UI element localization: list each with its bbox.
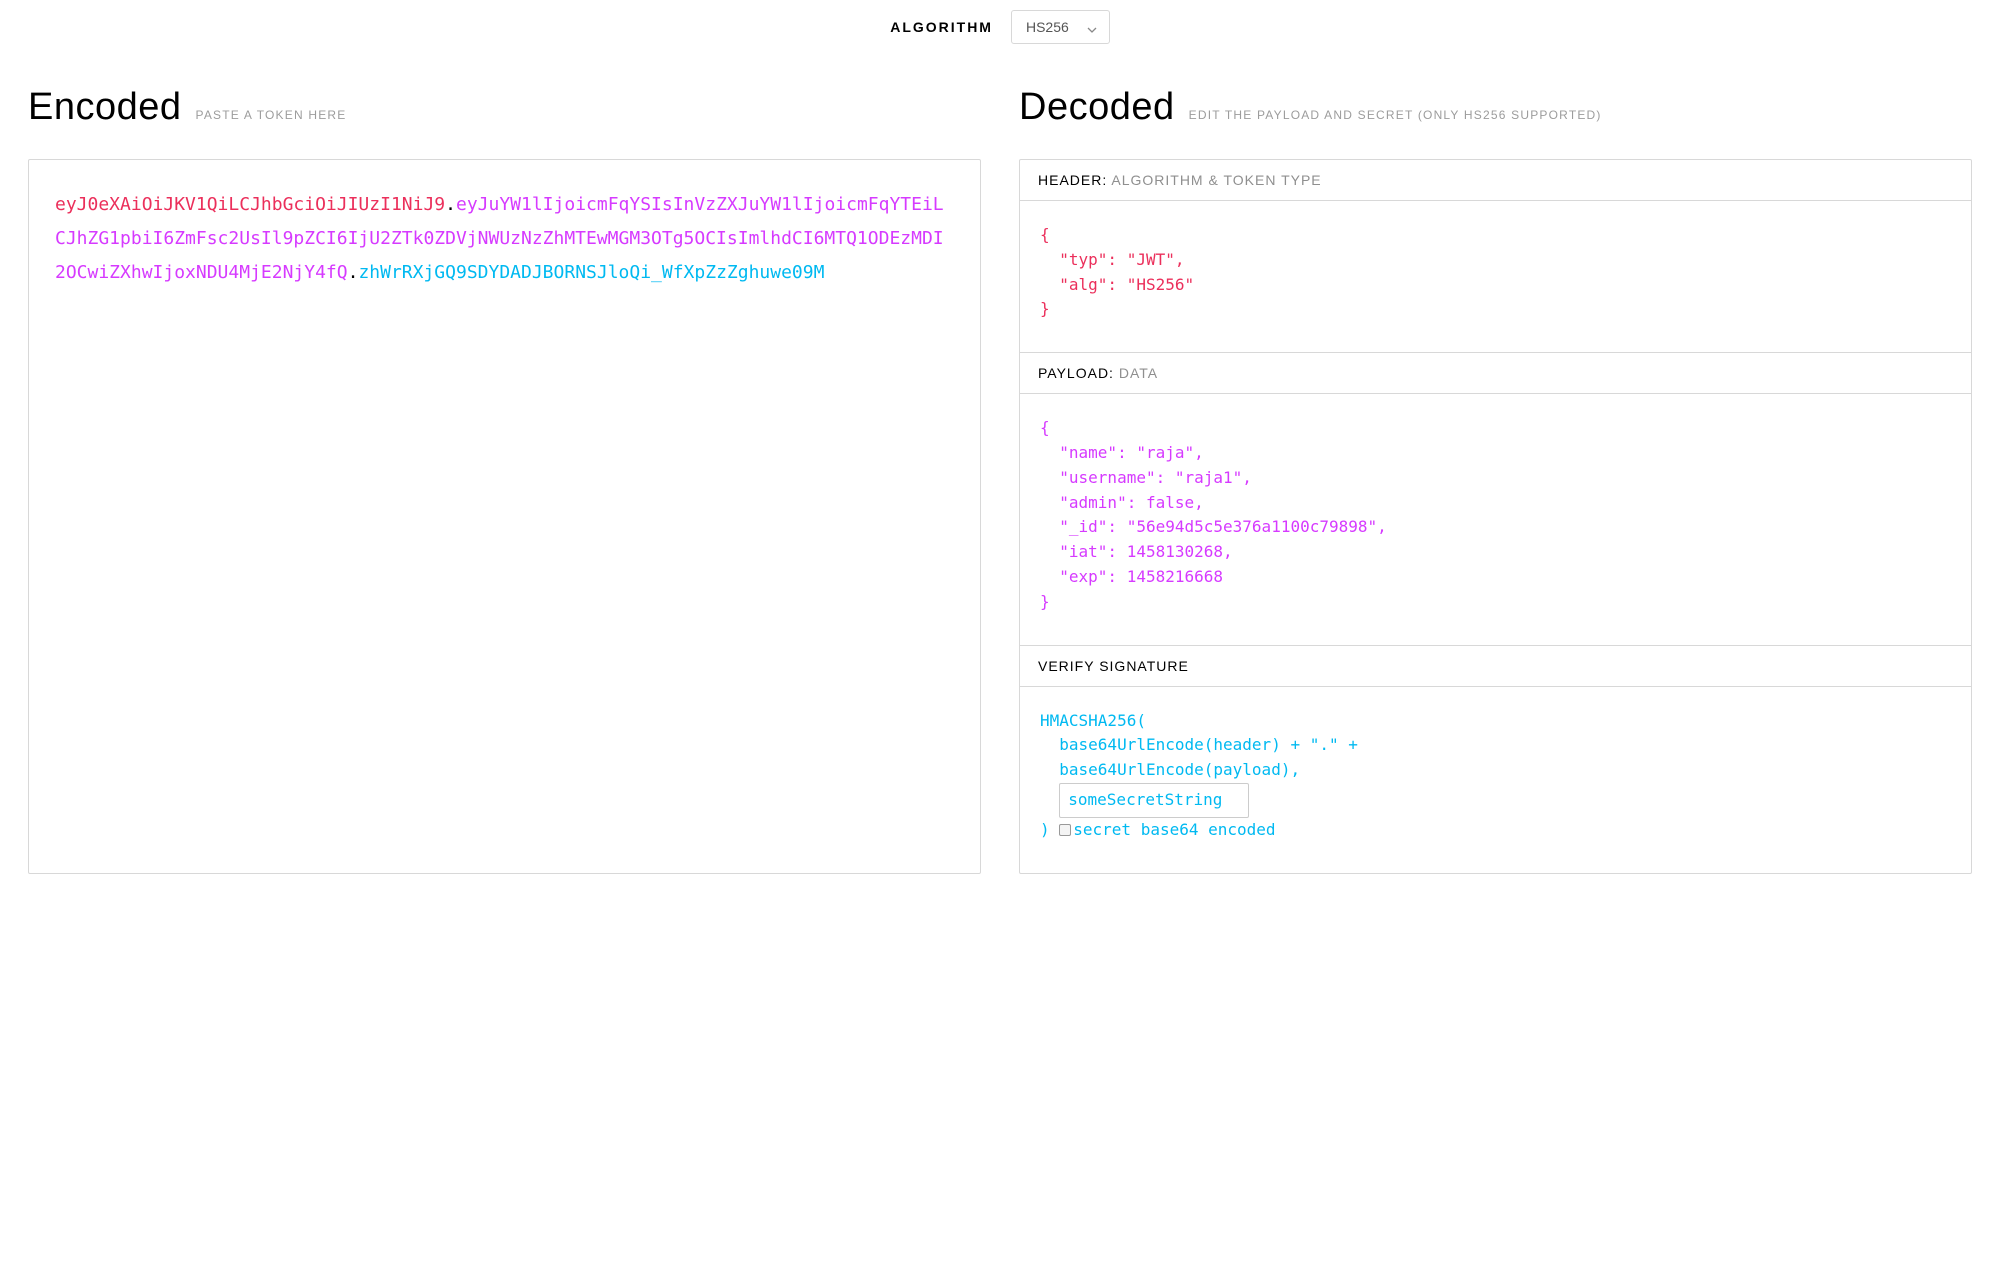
chevron-down-icon — [1087, 22, 1097, 32]
payload-section-label-sub: DATA — [1119, 365, 1158, 381]
payload-json-body[interactable]: { "name": "raja", "username": "raja1", "… — [1020, 394, 1971, 644]
algorithm-label: ALGORITHM — [890, 19, 993, 35]
decoded-header: Decoded EDIT THE PAYLOAD AND SECRET (ONL… — [1019, 86, 1972, 129]
algorithm-row: ALGORITHM HS256 — [28, 10, 1972, 44]
signature-line-1: HMACSHA256( — [1040, 709, 1951, 734]
token-dot: . — [348, 262, 359, 283]
secret-base64-checkbox[interactable] — [1059, 824, 1071, 836]
decoded-title: Decoded — [1019, 86, 1175, 129]
algorithm-select[interactable]: HS256 — [1011, 10, 1110, 44]
decoded-subtitle: EDIT THE PAYLOAD AND SECRET (ONLY HS256 … — [1189, 108, 1602, 122]
encoded-subtitle: PASTE A TOKEN HERE — [196, 108, 347, 122]
signature-close-paren: ) — [1040, 820, 1059, 839]
encoded-header: Encoded PASTE A TOKEN HERE — [28, 86, 981, 129]
signature-section-label: VERIFY SIGNATURE — [1020, 645, 1971, 687]
payload-section-label-main: PAYLOAD: — [1038, 365, 1114, 381]
signature-body: HMACSHA256( base64UrlEncode(header) + ".… — [1020, 687, 1971, 873]
token-dot: . — [445, 194, 456, 215]
secret-input[interactable]: someSecretString — [1059, 783, 1249, 818]
header-section-label-main: HEADER: — [1038, 172, 1107, 188]
token-signature-segment: zhWrRXjGQ9SDYDADJBORNSJloQi_WfXpZzZghuwe… — [358, 262, 824, 283]
token-header-segment: eyJ0eXAiOiJKV1QiLCJhbGciOiJIUzI1NiJ9 — [55, 194, 445, 215]
signature-section-label-main: VERIFY SIGNATURE — [1038, 658, 1189, 674]
signature-secret-row: someSecretString — [1040, 783, 1951, 818]
header-section-label: HEADER: ALGORITHM & TOKEN TYPE — [1020, 160, 1971, 201]
encoded-column: Encoded PASTE A TOKEN HERE eyJ0eXAiOiJKV… — [28, 86, 981, 874]
encoded-title: Encoded — [28, 86, 182, 129]
secret-base64-label: secret base64 encoded — [1073, 820, 1275, 839]
algorithm-select-value: HS256 — [1026, 19, 1069, 35]
encoded-token-box[interactable]: eyJ0eXAiOiJKV1QiLCJhbGciOiJIUzI1NiJ9.eyJ… — [28, 159, 981, 874]
header-section-label-sub: ALGORITHM & TOKEN TYPE — [1111, 172, 1321, 188]
signature-line-2: base64UrlEncode(header) + "." + — [1040, 733, 1951, 758]
header-json-body[interactable]: { "typ": "JWT", "alg": "HS256" } — [1020, 201, 1971, 352]
signature-line-3: base64UrlEncode(payload), — [1040, 758, 1951, 783]
signature-close-row: ) secret base64 encoded — [1040, 818, 1951, 843]
payload-section-label: PAYLOAD: DATA — [1020, 352, 1971, 394]
decoded-column: Decoded EDIT THE PAYLOAD AND SECRET (ONL… — [1019, 86, 1972, 874]
decoded-box: HEADER: ALGORITHM & TOKEN TYPE { "typ": … — [1019, 159, 1972, 874]
